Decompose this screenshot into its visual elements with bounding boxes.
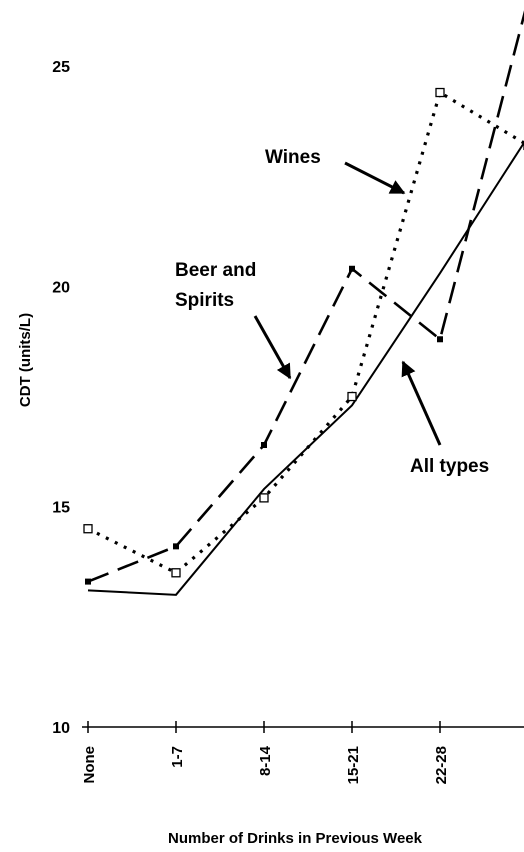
x-tick-label: 15-21	[345, 746, 362, 784]
annotation-arrow	[344, 161, 406, 195]
annotation-arrow	[253, 315, 292, 380]
point-marker	[259, 493, 269, 503]
x-tick-label: 1-7	[169, 746, 186, 768]
point-marker	[171, 568, 181, 578]
y-tick-label: 25	[52, 59, 70, 76]
series-line	[87, 140, 524, 596]
y-axis-label: CDT (units/L)	[17, 313, 34, 407]
x-axis-label: Number of Drinks in Previous Week	[168, 830, 423, 847]
x-tick-label: 22-28	[433, 746, 450, 784]
y-tick-label: 15	[52, 500, 70, 517]
x-tick-label: None	[81, 746, 98, 784]
x-tick-label: Over 28	[521, 746, 524, 801]
series-line	[87, 90, 524, 575]
annotation: All types	[410, 456, 489, 477]
y-tick-label: 10	[52, 720, 70, 737]
point-marker	[85, 578, 91, 585]
annotation: Wines	[265, 147, 321, 168]
series-line	[87, 10, 524, 583]
point-marker	[435, 87, 445, 98]
annotation-arrow	[401, 360, 442, 446]
point-marker	[173, 543, 179, 550]
x-tick-label: 8-14	[257, 745, 274, 776]
point-marker	[261, 442, 267, 449]
point-marker	[347, 391, 357, 402]
annotation: Beer and	[175, 260, 256, 281]
point-marker	[83, 524, 93, 534]
point-marker	[437, 336, 443, 343]
point-marker	[349, 265, 355, 272]
annotation: Spirits	[175, 290, 234, 311]
y-tick-label: 20	[52, 279, 70, 296]
